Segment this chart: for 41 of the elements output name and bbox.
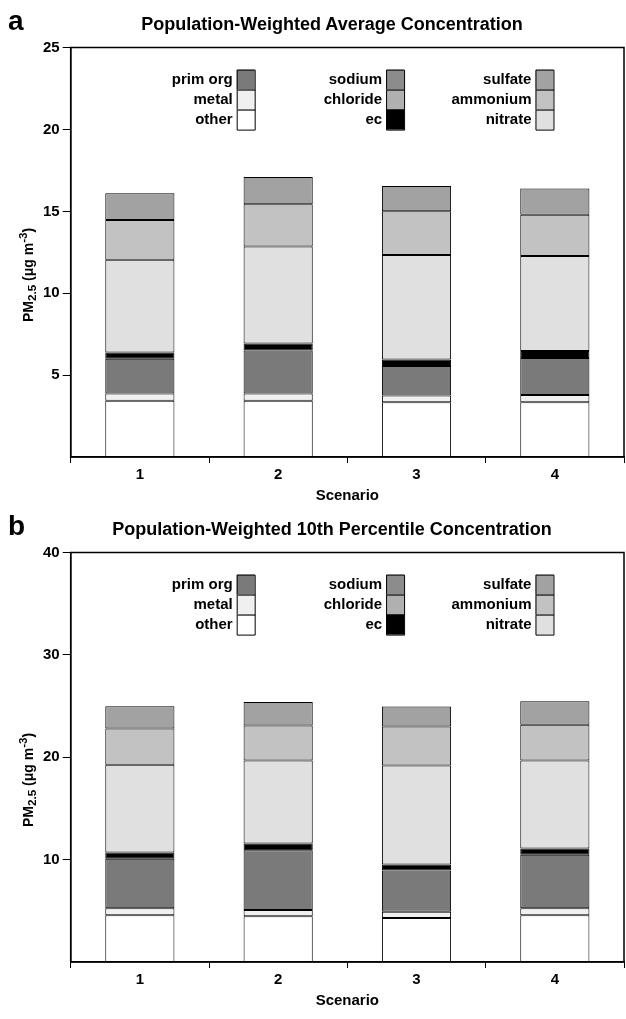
text: a [8,4,24,36]
legend-label: sodium [328,574,383,592]
y-tick-label: 30 [43,645,60,663]
x-tick-label: 2 [274,465,283,483]
x-axis-title: Scenario [315,991,380,1009]
y-tick-label: 40 [43,542,60,560]
legend-label: ec [365,109,383,127]
legend-label: nitrate [485,109,532,127]
legend-label: other [195,614,233,632]
y-tick-label: 10 [43,283,60,301]
legend-label: ec [365,614,383,632]
x-tick-label: 1 [135,465,145,483]
chart-title: Population-Weighted 10th Percentile Concentration [112,518,552,539]
x-tick-label: 2 [274,970,283,988]
y-tick-label: 25 [43,37,60,55]
x-tick-label: 1 [135,970,145,988]
legend-label: chloride [323,89,383,107]
y-tick-label: 5 [51,365,60,383]
legend-label: sodium [328,69,383,87]
legend-label: sulfate [483,574,532,592]
chart-title: Population-Weighted Average Concentration [141,13,523,34]
legend-label: prim org [171,69,233,87]
x-tick-label: 4 [550,465,560,483]
y-tick-label: 15 [43,201,60,219]
legend-label: nitrate [485,614,532,632]
y-tick-label: 10 [43,849,60,867]
x-axis-title: Scenario [315,486,380,504]
legend-label: sulfate [483,69,532,87]
x-tick-label: 3 [412,970,421,988]
legend-label: prim org [171,574,233,592]
legend-label: ammonium [451,594,532,612]
legend-label: metal [193,89,233,107]
legend-label: chloride [323,594,383,612]
legend-label: ammonium [451,89,532,107]
y-tick-label: 20 [43,119,60,137]
legend-label: metal [193,594,233,612]
x-tick-label: 4 [550,970,560,988]
x-tick-label: 3 [412,465,421,483]
y-tick-label: 20 [43,747,60,765]
legend-label: other [195,109,233,127]
text: b [8,509,26,541]
